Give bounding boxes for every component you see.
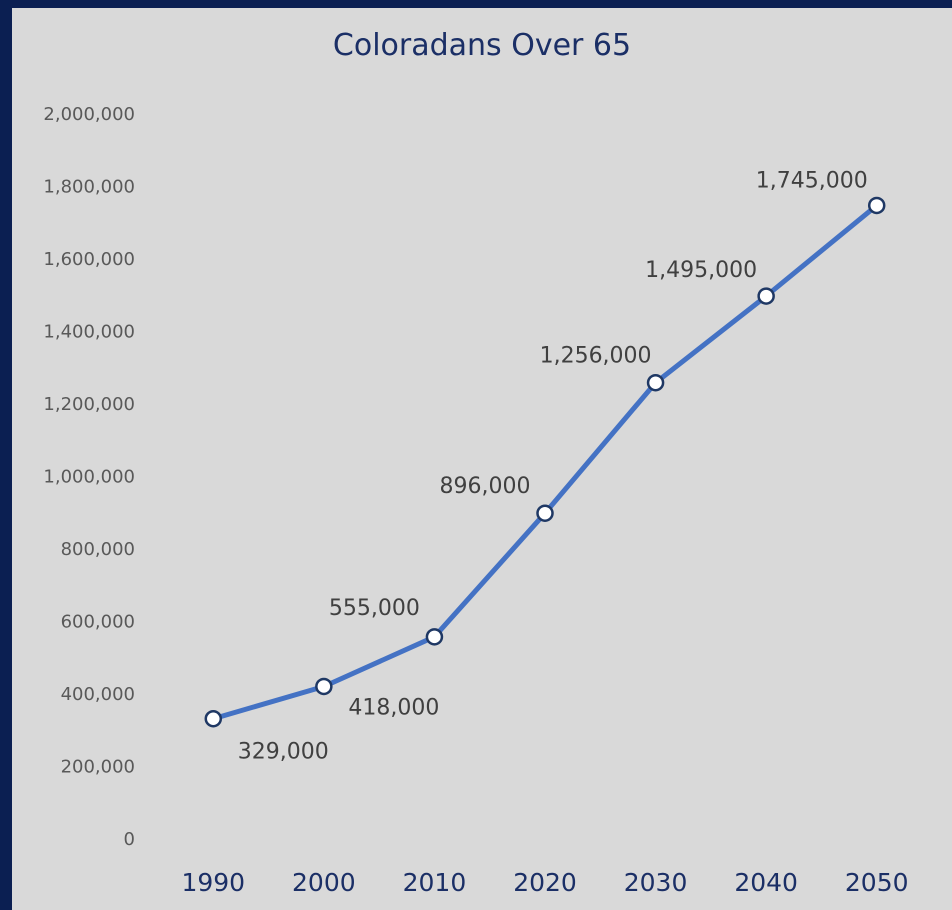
data-label: 1,495,000 xyxy=(645,258,757,283)
data-point xyxy=(315,677,333,696)
y-tick-label: 1,200,000 xyxy=(43,394,135,415)
x-tick-label: 2040 xyxy=(734,868,798,897)
y-tick-label: 200,000 xyxy=(61,757,135,778)
data-label: 896,000 xyxy=(440,474,531,499)
x-tick-label: 1990 xyxy=(181,868,245,897)
series-line xyxy=(210,202,880,722)
y-tick-label: 1,800,000 xyxy=(43,177,135,198)
data-label: 1,745,000 xyxy=(756,168,868,193)
data-labels: 329,000 418,000 555,000 896,000 1,256,000 1,4… xyxy=(238,168,868,764)
x-tick-label: 2030 xyxy=(624,868,688,897)
data-label: 1,256,000 xyxy=(540,344,652,369)
x-tick-label: 2000 xyxy=(292,868,356,897)
y-tick-label: 1,400,000 xyxy=(43,322,135,343)
x-axis: 1990 2000 2010 2020 2030 2040 2050 xyxy=(181,868,908,897)
data-label: 329,000 xyxy=(238,740,329,765)
chart-title: Coloradans Over 65 xyxy=(332,28,632,63)
data-point xyxy=(867,196,886,215)
y-tick-label: 400,000 xyxy=(61,684,135,705)
x-tick-label: 2050 xyxy=(845,868,909,897)
data-point xyxy=(425,628,444,646)
y-tick-label: 800,000 xyxy=(61,539,135,560)
series-layer xyxy=(204,196,886,728)
data-label: 418,000 xyxy=(348,695,439,720)
y-axis: 0 200,000 400,000 600,000 800,000 1,000,000 1,… xyxy=(43,104,135,850)
data-point xyxy=(757,287,775,305)
x-tick-label: 2010 xyxy=(403,868,467,897)
y-tick-label: 2,000,000 xyxy=(43,104,135,125)
data-point xyxy=(204,709,223,728)
data-point xyxy=(646,373,665,392)
data-point xyxy=(536,504,554,522)
data-label: 555,000 xyxy=(329,596,420,621)
y-tick-label: 0 xyxy=(124,829,135,850)
chart-panel xyxy=(12,8,952,910)
y-tick-label: 1,000,000 xyxy=(43,467,135,488)
y-tick-label: 600,000 xyxy=(61,612,135,633)
y-tick-label: 1,600,000 xyxy=(43,249,135,270)
x-tick-label: 2020 xyxy=(513,868,577,897)
